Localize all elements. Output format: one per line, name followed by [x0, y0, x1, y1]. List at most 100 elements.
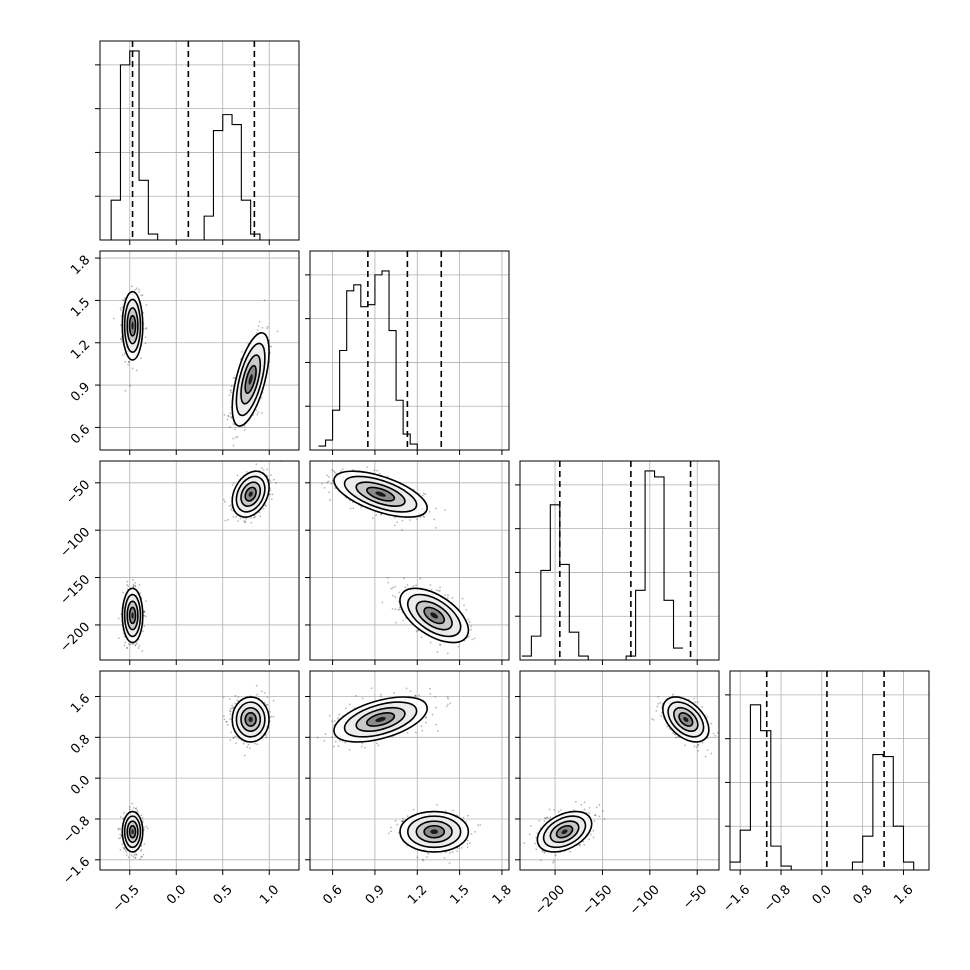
sample-point: [121, 339, 123, 342]
sample-point: [123, 644, 126, 647]
sample-point: [233, 376, 236, 379]
sample-point: [132, 584, 135, 587]
sample-point: [401, 528, 404, 531]
sample-point: [470, 628, 472, 631]
sample-point: [230, 416, 233, 419]
sample-point: [121, 306, 124, 309]
density-contour: [248, 491, 253, 497]
sample-point: [118, 827, 120, 830]
sample-point: [237, 520, 240, 523]
sample-point: [117, 828, 120, 831]
sample-point: [122, 632, 125, 635]
sample-point: [119, 837, 122, 839]
sample-point: [225, 720, 228, 723]
density-contour: [131, 829, 134, 835]
sample-point: [124, 641, 127, 644]
sample-point: [126, 647, 129, 649]
sample-point: [228, 697, 231, 700]
sample-point: [231, 707, 234, 710]
sample-point: [117, 837, 120, 840]
sample-point: [119, 816, 122, 818]
sample-point: [140, 845, 143, 847]
sample-point: [327, 480, 330, 483]
sample-point: [127, 363, 130, 366]
sample-point: [239, 517, 242, 520]
sample-point: [119, 833, 122, 836]
sample-point: [128, 808, 131, 811]
panel-frame: [519, 460, 720, 661]
sample-point: [330, 482, 333, 485]
sample-point: [139, 858, 141, 860]
sample-point: [275, 482, 277, 484]
density-contour: [430, 612, 439, 619]
sample-point: [398, 606, 401, 609]
sample-point: [254, 516, 256, 518]
sample-point: [265, 736, 268, 739]
sample-point: [457, 645, 460, 648]
sample-point: [123, 299, 125, 302]
sample-point: [245, 517, 248, 520]
sample-point: [417, 629, 420, 632]
sample-point: [236, 699, 239, 701]
sample-point: [141, 650, 144, 652]
sample-point: [132, 583, 135, 586]
panel-frame: [309, 250, 510, 451]
sample-point: [124, 849, 127, 852]
sample-point: [264, 505, 267, 507]
sample-point: [141, 817, 144, 819]
sample-point: [360, 506, 363, 508]
sample-point: [134, 644, 137, 647]
sample-point: [423, 516, 426, 518]
sample-point: [393, 516, 396, 519]
sample-point: [120, 309, 122, 311]
sample-point: [439, 643, 442, 646]
sample-point: [235, 515, 238, 518]
sample-point: [143, 610, 146, 613]
histogram-panel-0: [95, 40, 300, 241]
sample-point: [394, 608, 397, 611]
sample-point: [135, 369, 138, 372]
sample-point: [256, 329, 259, 332]
sample-point: [303, 483, 305, 485]
sample-point: [269, 480, 272, 482]
sample-point: [131, 367, 134, 370]
sample-point: [409, 519, 411, 521]
sample-point: [228, 394, 231, 397]
sample-point: [124, 390, 127, 392]
histogram-step: [318, 270, 425, 451]
sample-point: [447, 594, 449, 597]
sample-point: [404, 586, 407, 589]
sample-point: [246, 471, 248, 473]
sample-point: [391, 608, 394, 610]
sample-point: [120, 337, 122, 340]
sample-point: [270, 345, 273, 348]
sample-point: [328, 491, 331, 494]
sample-point: [145, 327, 147, 330]
sample-point: [143, 828, 145, 831]
sample-point: [373, 469, 376, 471]
sample-point: [145, 327, 148, 329]
sample-point: [451, 597, 454, 599]
sample-point: [223, 414, 226, 416]
sample-point: [263, 299, 266, 302]
sample-point: [463, 604, 465, 607]
sample-point: [128, 805, 131, 808]
sample-point: [435, 589, 438, 592]
sample-point: [392, 586, 394, 589]
sample-point: [471, 638, 474, 641]
sample-point: [129, 384, 132, 387]
sample-point: [130, 854, 133, 857]
sample-point: [134, 643, 137, 646]
sample-point: [232, 482, 235, 484]
sample-point: [131, 802, 133, 805]
sample-point: [419, 516, 422, 519]
sample-point: [255, 684, 258, 687]
sample-point: [136, 642, 138, 645]
panel-frame: [99, 460, 300, 661]
sample-point: [398, 591, 401, 594]
sample-point: [135, 853, 138, 856]
sample-point: [229, 412, 232, 415]
sample-point: [401, 519, 404, 522]
sample-point: [250, 521, 253, 524]
sample-point: [137, 647, 140, 649]
